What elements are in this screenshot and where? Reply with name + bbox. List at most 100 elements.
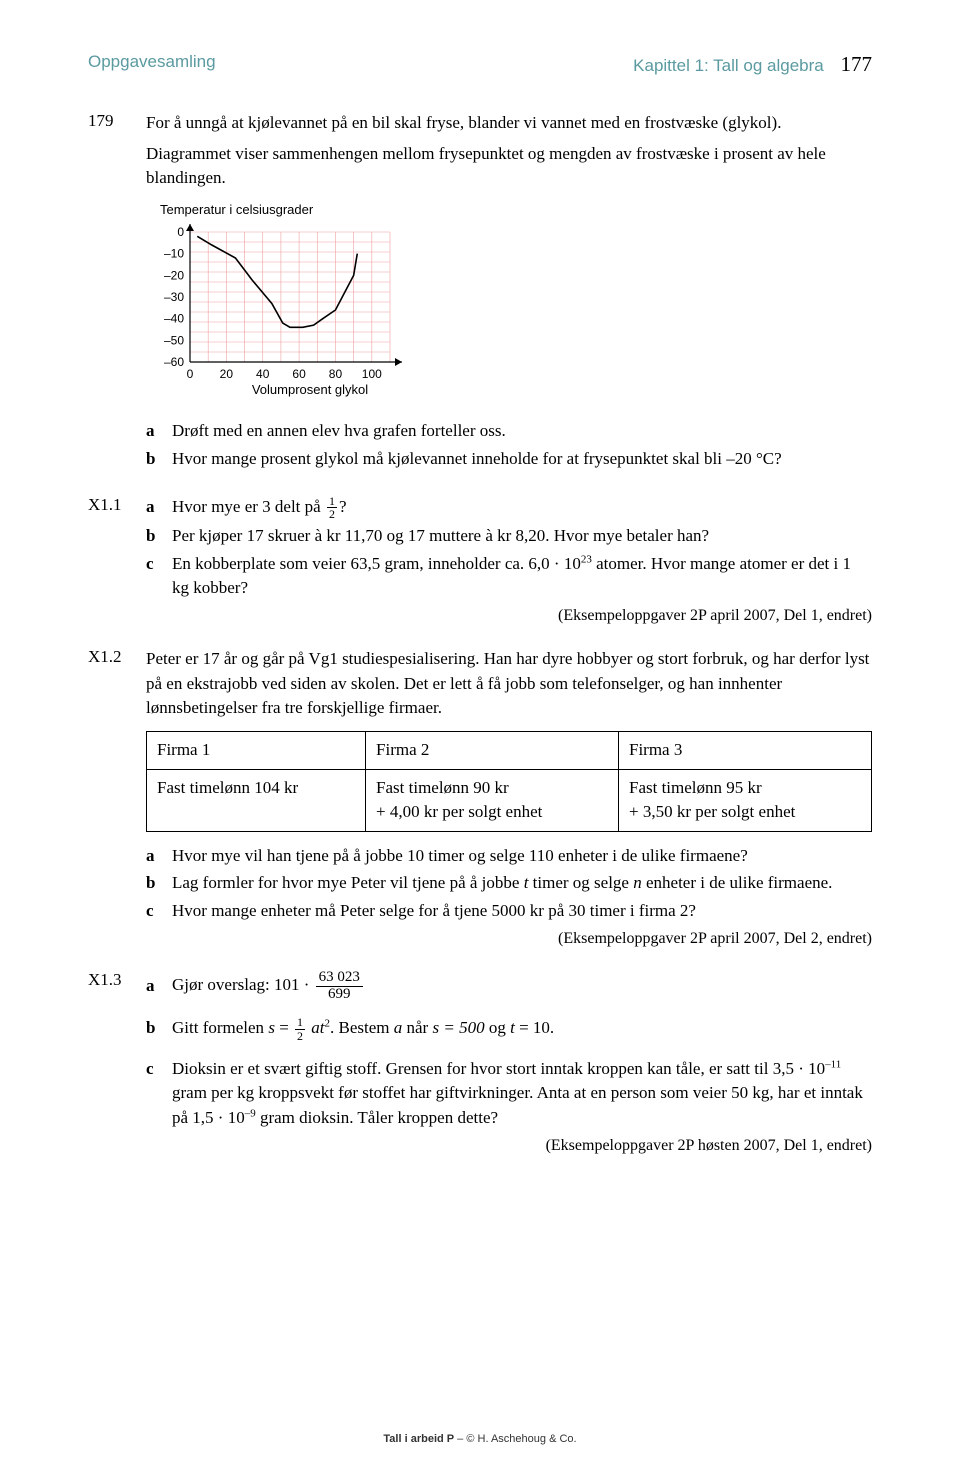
svg-text:–10: –10 <box>164 246 184 260</box>
sub-text-c: Dioksin er et svært giftig stoff. Grense… <box>172 1057 872 1131</box>
problem-number: X1.2 <box>88 647 146 950</box>
svg-text:100: 100 <box>362 367 382 381</box>
svg-text:–20: –20 <box>164 268 184 282</box>
sub-a: a Drøft med en annen elev hva grafen for… <box>146 419 872 444</box>
footer-bold: Tall i arbeid P <box>383 1433 454 1445</box>
svg-text:–60: –60 <box>164 355 184 369</box>
b-t10: t = 10 <box>510 1018 550 1037</box>
source-ref: (Eksempeloppgaver 2P høsten 2007, Del 1,… <box>146 1134 872 1157</box>
sub-c: c Hvor mange enheter må Peter selge for … <box>146 899 872 924</box>
fraction: 63 023699 <box>316 970 363 1003</box>
chapter-title: Kapittel 1: Tall og algebra <box>633 56 824 75</box>
frac-den: 699 <box>316 987 363 1003</box>
svg-text:20: 20 <box>220 367 234 381</box>
b-s500: s = 500 <box>432 1018 484 1037</box>
problem-body: a Hvor mye er 3 delt på 12? b Per kjøper… <box>146 495 872 627</box>
svg-text:0: 0 <box>177 225 184 239</box>
footer-rest: – © H. Aschehoug & Co. <box>454 1433 576 1445</box>
frac-den: 2 <box>295 1030 305 1043</box>
sub-text-a: Gjør overslag: 101 · 63 023699 <box>172 970 872 1003</box>
b-end: . <box>550 1018 554 1037</box>
diagram-desc: Diagrammet viser sammenhengen mellom fry… <box>146 142 872 191</box>
source-ref: (Eksempeloppgaver 2P april 2007, Del 2, … <box>146 927 872 950</box>
header-left: Oppgavesamling <box>88 52 216 77</box>
c-exp2: –9 <box>245 1107 256 1119</box>
source-ref: (Eksempeloppgaver 2P april 2007, Del 1, … <box>146 604 872 627</box>
frac-num: 63 023 <box>316 970 363 987</box>
sub-b: b Gitt formelen s = 12 at2. Bestem a når… <box>146 1016 872 1042</box>
sub-letter-b: b <box>146 447 172 472</box>
sub-c: c Dioksin er et svært giftig stoff. Gren… <box>146 1057 872 1131</box>
problem-179: 179 For å unngå at kjølevannet på en bil… <box>88 111 872 475</box>
page-number: 177 <box>841 52 873 76</box>
sub-c: c En kobberplate som veier 63,5 gram, in… <box>146 552 872 601</box>
firm-table: Firma 1 Firma 2 Firma 3 Fast timelønn 10… <box>146 731 872 832</box>
sub-text-a: Drøft med en annen elev hva grafen forte… <box>172 419 872 444</box>
sub-b: b Hvor mange prosent glykol må kjølevann… <box>146 447 872 472</box>
chart: 0–10–20–30–40–50–60020406080100Volumpros… <box>146 224 872 410</box>
sub-letter-c: c <box>146 552 172 601</box>
frac-num: 1 <box>295 1016 305 1030</box>
sub-text-c: Hvor mange enheter må Peter selge for å … <box>172 899 872 924</box>
b-pre: Lag formler for hvor mye Peter vil tjene… <box>172 873 524 892</box>
problem-number: X1.3 <box>88 970 146 1157</box>
svg-text:–50: –50 <box>164 333 184 347</box>
sub-text-b: Gitt formelen s = 12 at2. Bestem a når s… <box>172 1016 872 1042</box>
table-row: Fast timelønn 104 kr Fast timelønn 90 kr… <box>147 769 872 831</box>
b-var2: n <box>633 873 642 892</box>
sub-text-b: Lag formler for hvor mye Peter vil tjene… <box>172 871 872 896</box>
chart-title: Temperatur i celsiusgrader <box>160 201 872 220</box>
sub-a: a Gjør overslag: 101 · 63 023699 <box>146 970 872 1003</box>
b-mid2: når <box>402 1018 432 1037</box>
svg-text:Volumprosent glykol: Volumprosent glykol <box>252 382 368 397</box>
problem-x1-2: X1.2 Peter er 17 år og går på Vg1 studie… <box>88 647 872 950</box>
sub-letter-c: c <box>146 1057 172 1131</box>
c-exp1: –11 <box>825 1058 841 1070</box>
sub-letter-a: a <box>146 495 172 521</box>
sub-letter-b: b <box>146 1016 172 1042</box>
sub-text-a: Hvor mye er 3 delt på 12? <box>172 495 872 521</box>
sub-a: a Hvor mye er 3 delt på 12? <box>146 495 872 521</box>
svg-text:–30: –30 <box>164 290 184 304</box>
c-mid2: gram dioksin. Tåler kroppen dette? <box>256 1108 498 1127</box>
table-cell: Fast timelønn 90 kr+ 4,00 kr per solgt e… <box>366 769 619 831</box>
sub-b: b Per kjøper 17 skruer à kr 11,70 og 17 … <box>146 524 872 549</box>
problem-body: For å unngå at kjølevannet på en bil ska… <box>146 111 872 475</box>
sub-text-c: En kobberplate som veier 63,5 gram, inne… <box>172 552 872 601</box>
problem-number: 179 <box>88 111 146 475</box>
problem-x1-3: X1.3 a Gjør overslag: 101 · 63 023699 b … <box>88 970 872 1157</box>
intro-text: For å unngå at kjølevannet på en bil ska… <box>146 111 872 136</box>
problem-body: a Gjør overslag: 101 · 63 023699 b Gitt … <box>146 970 872 1157</box>
sub-letter-a: a <box>146 974 172 999</box>
c-exp: 23 <box>581 553 592 565</box>
b-mid2: enheter i de ulike firmaene. <box>642 873 833 892</box>
sub-letter-a: a <box>146 419 172 444</box>
a-post: ? <box>339 497 347 516</box>
b-eq: = <box>275 1018 293 1037</box>
a-pre: Hvor mye er 3 delt på <box>172 497 325 516</box>
col-header: Firma 3 <box>619 731 872 769</box>
svg-text:–40: –40 <box>164 311 184 325</box>
sub-text-a: Hvor mye vil han tjene på å jobbe 10 tim… <box>172 844 872 869</box>
sub-letter-b: b <box>146 524 172 549</box>
page-header: Oppgavesamling Kapittel 1: Tall og algeb… <box>88 52 872 77</box>
problem-x1-1: X1.1 a Hvor mye er 3 delt på 12? b Per k… <box>88 495 872 627</box>
a-pre: Gjør overslag: 101 · <box>172 975 314 994</box>
fraction: 12 <box>327 495 337 521</box>
b-mid: . Bestem <box>330 1018 394 1037</box>
table-cell: Fast timelønn 104 kr <box>147 769 366 831</box>
b-a: a <box>394 1018 403 1037</box>
frac-den: 2 <box>327 508 337 521</box>
c-pre: Dioksin er et svært giftig stoff. Grense… <box>172 1059 825 1078</box>
c-pre: En kobberplate som veier 63,5 gram, inne… <box>172 554 581 573</box>
sub-b: b Lag formler for hvor mye Peter vil tje… <box>146 871 872 896</box>
problem-body: Peter er 17 år og går på Vg1 studiespesi… <box>146 647 872 950</box>
fraction: 12 <box>295 1016 305 1042</box>
svg-text:80: 80 <box>329 367 343 381</box>
frac-num: 1 <box>327 495 337 509</box>
problem-number: X1.1 <box>88 495 146 627</box>
sub-letter-c: c <box>146 899 172 924</box>
sub-letter-a: a <box>146 844 172 869</box>
b-s: s <box>268 1018 275 1037</box>
table-header-row: Firma 1 Firma 2 Firma 3 <box>147 731 872 769</box>
